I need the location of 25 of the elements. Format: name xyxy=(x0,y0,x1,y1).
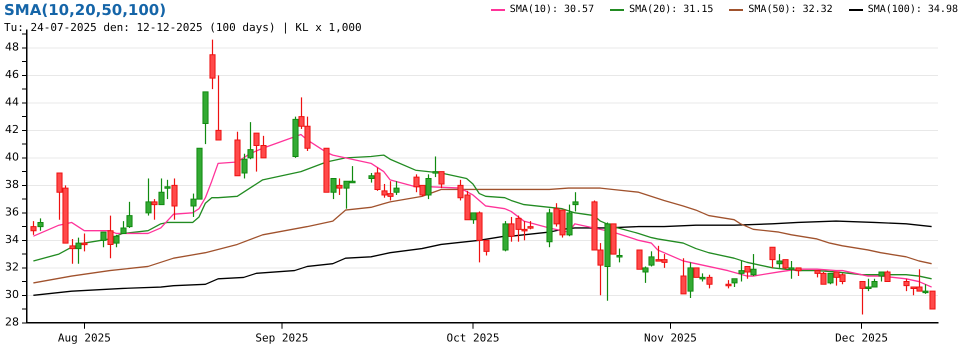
y-tick-label: 30 xyxy=(4,288,19,302)
candlestick xyxy=(636,249,643,270)
y-tick-label: 44 xyxy=(4,96,19,109)
chart-title: SMA(10,20,50,100) xyxy=(4,1,166,19)
x-tick-label: Aug 2025 xyxy=(58,331,111,344)
y-tick-label: 28 xyxy=(4,316,19,329)
y-tick-label: 46 xyxy=(4,68,19,82)
candlestick xyxy=(929,290,936,310)
y-tick-label: 32 xyxy=(4,260,19,274)
legend-label: SMA(20): 31.15 xyxy=(629,4,714,15)
x-tick-label: Dec 2025 xyxy=(835,331,888,344)
y-tick-label: 34 xyxy=(4,233,19,246)
chart-subtitle: Tu: 24-07-2025 den: 12-12-2025 (100 days) | KL x 1,000 xyxy=(4,21,362,34)
legend-label: SMA(50): 32.32 xyxy=(748,4,833,15)
y-tick-label: 42 xyxy=(4,123,19,136)
legend-label: SMA(100): 34.98 xyxy=(868,4,958,15)
x-tick-label: Nov 2025 xyxy=(644,331,697,344)
y-tick-label: 40 xyxy=(4,150,19,164)
y-tick-label: 38 xyxy=(4,178,19,192)
y-tick-label: 36 xyxy=(4,206,19,219)
candlestick xyxy=(693,267,700,278)
x-tick-label: Oct 2025 xyxy=(446,331,500,344)
legend-label: SMA(10): 30.57 xyxy=(510,4,594,15)
y-tick-label: 48 xyxy=(4,40,19,54)
x-tick-label: Sep 2025 xyxy=(255,331,308,344)
